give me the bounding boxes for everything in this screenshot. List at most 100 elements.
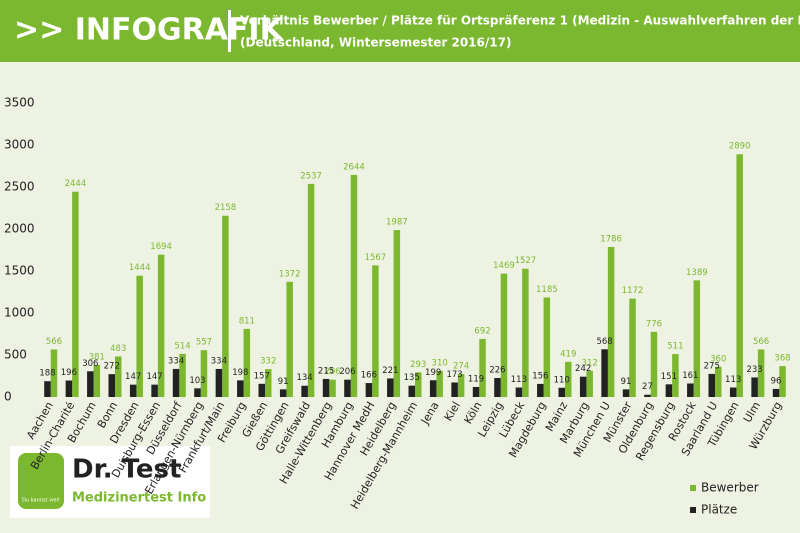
- bar: [286, 281, 293, 397]
- bar: [115, 356, 122, 397]
- value-label: 1786: [600, 234, 622, 244]
- bar: [72, 191, 79, 397]
- value-label: 110: [554, 375, 570, 385]
- bar: [151, 384, 158, 397]
- value-label: 306: [82, 359, 98, 369]
- bar: [672, 354, 679, 397]
- bar: [715, 366, 722, 397]
- bar: [329, 379, 336, 397]
- value-label: 811: [239, 316, 255, 326]
- value-label: 275: [704, 361, 720, 371]
- bar: [472, 387, 480, 397]
- value-label: 91: [621, 377, 632, 387]
- bar: [522, 268, 529, 397]
- bar: [129, 384, 137, 397]
- x-tick-label: Jena: [418, 400, 442, 428]
- bar: [50, 349, 58, 397]
- bar: [322, 378, 330, 397]
- value-label: 188: [39, 369, 55, 379]
- bar: [543, 297, 551, 397]
- logo-icon: [18, 453, 64, 509]
- bar: [200, 350, 208, 397]
- header-badge: >> INFOGRAFIK: [14, 13, 285, 48]
- value-label: 147: [146, 372, 162, 382]
- value-label: 1372: [279, 269, 301, 279]
- value-label: 274: [453, 361, 469, 371]
- value-label: 483: [110, 344, 126, 354]
- value-label: 242: [575, 364, 591, 374]
- value-label: 272: [104, 362, 120, 372]
- bar: [601, 349, 608, 397]
- bar: [479, 338, 486, 397]
- legend-label: Plätze: [701, 503, 737, 517]
- legend-label: Bewerber: [701, 481, 759, 495]
- chart-subtitle: (Deutschland, Wintersemester 2016/17): [240, 36, 511, 50]
- value-label: 221: [382, 366, 398, 376]
- value-label: 119: [468, 375, 484, 385]
- bar: [579, 376, 587, 397]
- header-divider: [228, 10, 231, 52]
- value-label: 1172: [622, 286, 644, 296]
- y-tick-label: 3500: [4, 96, 35, 110]
- bar: [258, 383, 265, 397]
- value-label: 692: [474, 326, 490, 336]
- value-label: 1567: [365, 253, 387, 263]
- value-label: 27: [642, 382, 653, 392]
- value-label: 166: [361, 371, 377, 381]
- value-label: 1987: [386, 218, 408, 228]
- value-label: 147: [125, 372, 141, 382]
- value-label: 206: [339, 367, 355, 377]
- logo-tagline: Medizinertest Info: [72, 491, 206, 506]
- header-band: [0, 0, 800, 62]
- bar: [708, 373, 715, 397]
- bar: [237, 380, 244, 397]
- bar: [194, 388, 201, 397]
- value-label: 113: [725, 375, 741, 385]
- value-label: 96: [771, 376, 782, 386]
- y-tick-label: 3000: [4, 138, 35, 152]
- value-label: 1694: [150, 242, 172, 252]
- value-label: 360: [710, 354, 726, 364]
- bar: [44, 381, 51, 397]
- bar: [586, 370, 593, 397]
- bar: [179, 353, 186, 397]
- y-tick-label: 2500: [4, 180, 35, 194]
- value-label: 2890: [729, 142, 751, 152]
- value-label: 557: [196, 338, 212, 348]
- value-label: 419: [560, 349, 576, 359]
- value-label: 103: [189, 376, 205, 386]
- value-label: 514: [174, 341, 190, 351]
- chart-title: Verhältnis Bewerber / Plätze für Ortsprä…: [240, 14, 800, 28]
- value-label: 2444: [65, 179, 87, 189]
- value-label: 233: [746, 365, 762, 375]
- value-label: 511: [667, 342, 683, 352]
- bar: [772, 388, 780, 397]
- value-label: 566: [753, 337, 769, 347]
- bar: [344, 379, 351, 397]
- bar: [172, 368, 180, 397]
- bar: [372, 265, 379, 397]
- bar: [393, 230, 401, 397]
- value-label: 776: [646, 319, 662, 329]
- bar: [751, 377, 758, 397]
- value-label: 91: [278, 377, 289, 387]
- value-label: 334: [211, 356, 227, 366]
- bar: [93, 364, 101, 397]
- bar: [515, 387, 523, 397]
- value-label: 1185: [536, 285, 558, 295]
- y-tick-label: 1000: [4, 306, 35, 320]
- bar: [693, 280, 701, 397]
- value-label: 1444: [129, 263, 151, 273]
- value-label: 332: [260, 357, 276, 367]
- bar: [157, 254, 165, 397]
- bar: [650, 331, 658, 397]
- value-label: 226: [489, 366, 505, 376]
- value-label: 173: [446, 370, 462, 380]
- y-tick-label: 2000: [4, 222, 35, 236]
- bar: [265, 369, 272, 397]
- value-label: 196: [61, 368, 77, 378]
- value-label: 157: [254, 371, 270, 381]
- value-label: 381: [89, 352, 105, 362]
- bar: [307, 183, 315, 397]
